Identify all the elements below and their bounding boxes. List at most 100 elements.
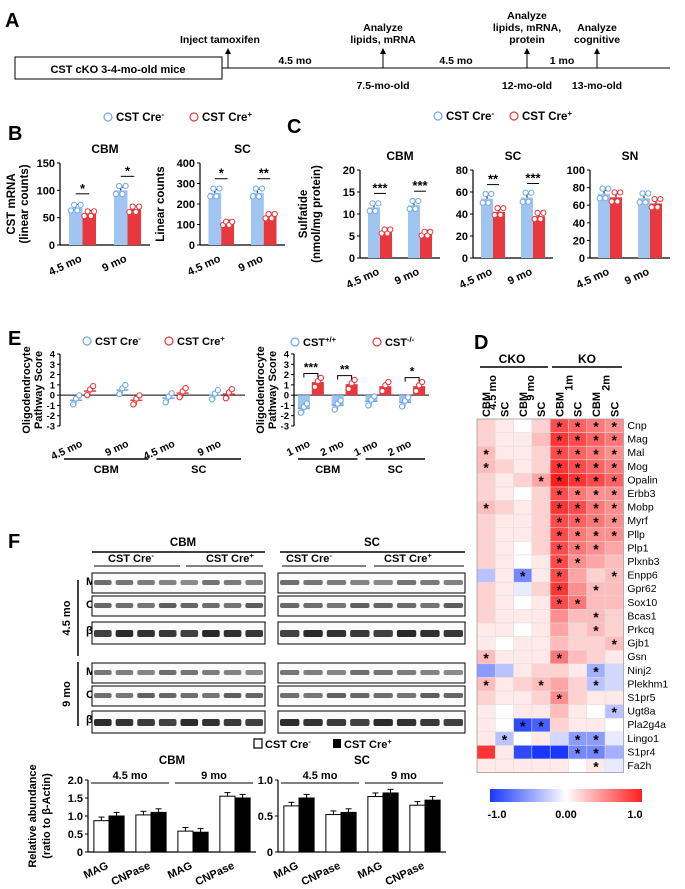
data-point — [599, 185, 606, 192]
heatmap-star: * — [538, 677, 544, 693]
blot-band — [137, 693, 155, 698]
legend-marker-red — [509, 111, 519, 121]
heatmap-star: * — [593, 623, 599, 639]
heatmap-star: * — [612, 636, 618, 652]
heatmap-cell — [495, 432, 514, 447]
y-tick-label: 0 — [284, 391, 289, 402]
heatmap-column-label: SC — [573, 402, 585, 417]
heatmap-star: * — [557, 691, 563, 707]
blot-band — [443, 693, 463, 698]
blot-band — [280, 693, 300, 698]
bar — [408, 205, 420, 258]
blot-band — [115, 603, 134, 608]
heatmap-star: * — [483, 500, 489, 516]
heatmap-row-label: Plxnb3 — [627, 556, 659, 568]
data-point — [398, 403, 406, 410]
blot-band — [396, 719, 417, 726]
heatmap-star: * — [612, 704, 618, 720]
heatmap-cell — [495, 717, 514, 733]
blot-band — [373, 580, 393, 585]
bar — [135, 814, 152, 853]
data-point — [331, 406, 338, 413]
y-axis-label: Oligodendrocyte — [21, 346, 33, 433]
blot-band — [443, 719, 463, 726]
heatmap-cell — [531, 745, 551, 760]
bar — [283, 805, 300, 853]
blot-strip — [91, 685, 266, 707]
significance-label: *** — [412, 178, 428, 193]
blot-band — [115, 719, 134, 726]
legend-marker-black — [333, 739, 341, 748]
heatmap-cell — [495, 690, 514, 705]
data-point — [645, 190, 652, 197]
heatmap-cell — [531, 568, 551, 583]
x-tick-label: 1 mo — [352, 438, 379, 459]
data-point — [258, 185, 266, 192]
blot-band — [180, 580, 199, 585]
data-point — [265, 210, 272, 218]
x-tick-label: MAG — [272, 860, 300, 882]
heatmap-cell — [531, 581, 551, 597]
heatmap-cell — [513, 459, 533, 474]
heatmap-row-label: Plp1 — [627, 542, 648, 554]
bar — [263, 216, 277, 245]
heatmap-star: * — [593, 419, 599, 435]
data-point — [91, 208, 98, 215]
bar — [598, 193, 610, 258]
y-axis-label: (nmol/mg protein) — [311, 165, 323, 263]
data-point — [122, 381, 129, 389]
y-tick-label: 15 — [343, 187, 355, 199]
timeline-interval: 4.5 mo — [439, 55, 472, 67]
heatmap-star: * — [612, 473, 618, 489]
y-tick-label: 0 — [50, 391, 55, 402]
heatmap-cell — [513, 649, 533, 665]
heatmap-star: * — [557, 419, 563, 435]
y-tick-label: 0.5 — [258, 811, 273, 823]
blot-band — [94, 693, 112, 698]
y-tick-label: 1.5 — [68, 793, 83, 805]
heatmap-cell — [549, 663, 569, 678]
heatmap-cell — [531, 649, 551, 665]
heatmap-row-label: Gsn — [627, 651, 646, 663]
legend-marker-blue — [103, 112, 113, 122]
data-point — [406, 205, 413, 212]
heatmap-cell — [568, 609, 588, 624]
blot-band — [396, 630, 417, 637]
chart-title: CBM — [159, 755, 185, 767]
data-point — [81, 212, 88, 220]
heatmap-cell — [513, 758, 533, 773]
data-point — [311, 383, 319, 391]
heatmap-row-label: Gpr62 — [627, 583, 656, 595]
y-tick-label: 10 — [343, 209, 355, 221]
heatmap-cell — [495, 459, 514, 474]
blot-band — [115, 693, 134, 698]
y-tick-label: -2 — [47, 411, 55, 422]
data-point — [369, 200, 376, 207]
data-point — [415, 197, 422, 205]
blot-tissue-label: CBM — [170, 537, 196, 549]
y-tick-label: 0 — [462, 253, 468, 265]
heatmap-cell — [476, 745, 496, 760]
heatmap-cell — [586, 717, 606, 733]
heatmap-cell — [568, 568, 588, 583]
heatmap-cell — [531, 595, 551, 610]
heatmap-row-label: Mal — [627, 447, 644, 459]
heatmap-cell — [604, 690, 624, 705]
group-label: CBM — [94, 464, 119, 476]
data-point — [84, 208, 91, 215]
blot-band — [350, 670, 370, 675]
data-point — [385, 378, 392, 386]
data-point — [409, 197, 416, 205]
heatmap-cell — [495, 554, 514, 569]
panel-letter-A: A — [5, 10, 19, 32]
blot-band — [280, 603, 300, 608]
blot-band — [223, 630, 242, 637]
x-tick-label: CNPase — [300, 860, 343, 888]
blot-band — [245, 670, 263, 675]
blot-strip — [91, 595, 266, 617]
heatmap-star: * — [593, 446, 599, 462]
data-point — [229, 218, 236, 225]
y-tick-label: 100 — [177, 220, 195, 232]
blot-age-label: 9 mo — [61, 681, 73, 707]
significance-label: * — [410, 365, 415, 379]
